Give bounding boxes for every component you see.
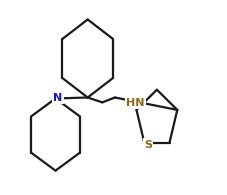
Text: S: S bbox=[143, 140, 151, 150]
Text: N: N bbox=[53, 93, 62, 103]
Text: HN: HN bbox=[126, 98, 144, 108]
